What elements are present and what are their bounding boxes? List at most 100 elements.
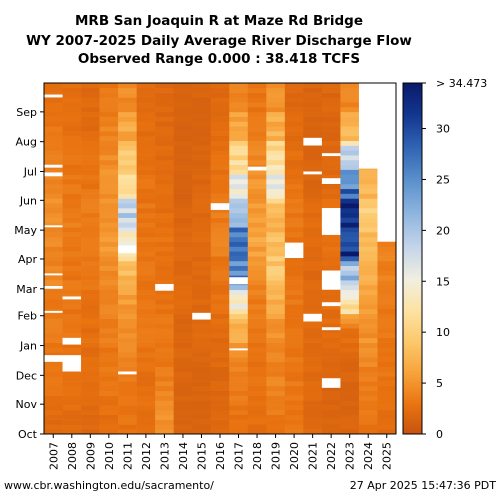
heat-cell xyxy=(173,366,193,372)
heat-cell xyxy=(284,83,304,89)
heat-cell xyxy=(136,111,156,117)
heat-cell xyxy=(358,357,378,363)
heat-cell xyxy=(118,193,137,199)
heat-cell xyxy=(44,347,63,353)
heat-cell xyxy=(340,241,360,247)
heat-cell xyxy=(44,352,63,358)
heat-cell xyxy=(284,236,304,242)
heat-cell xyxy=(118,174,137,180)
heat-cell xyxy=(99,280,119,286)
heat-cell xyxy=(210,92,230,98)
heat-cell xyxy=(155,304,174,310)
heat-cell xyxy=(44,318,63,324)
heat-cell xyxy=(62,131,82,137)
heat-cell xyxy=(62,284,82,291)
heat-cell xyxy=(136,424,156,430)
heat-cell xyxy=(81,357,100,363)
heat-cell xyxy=(358,280,378,286)
heat-cell xyxy=(210,131,230,137)
heat-cell xyxy=(81,361,100,367)
heat-cell xyxy=(118,102,137,108)
heat-cell xyxy=(44,342,63,348)
heat-cell xyxy=(192,251,212,257)
heat-cell xyxy=(210,135,230,141)
heat-cell xyxy=(303,424,323,430)
heat-cell xyxy=(340,256,360,262)
heat-cell xyxy=(210,174,230,180)
heat-cell xyxy=(266,193,286,199)
heat-cell xyxy=(44,256,63,262)
heat-cell xyxy=(136,409,156,416)
heat-cell xyxy=(81,155,100,161)
heat-cell xyxy=(173,236,193,242)
heat-cell xyxy=(192,419,212,425)
y-tick-label: Jul xyxy=(23,165,37,178)
heat-cell xyxy=(340,395,360,401)
heat-cell xyxy=(99,409,119,416)
heat-cell xyxy=(81,193,100,199)
heat-cell xyxy=(44,381,63,387)
heat-cell xyxy=(266,318,286,324)
heat-cell xyxy=(81,126,100,132)
heat-cell xyxy=(155,337,174,343)
heat-cell xyxy=(62,222,82,228)
heat-cell xyxy=(99,390,119,396)
heat-cell xyxy=(99,92,119,98)
heat-cell xyxy=(321,150,341,156)
heat-cell xyxy=(210,179,230,185)
heat-cell xyxy=(173,304,193,310)
heat-cell xyxy=(192,159,212,166)
heat-cell xyxy=(118,222,137,228)
heat-cell xyxy=(136,357,156,363)
heat-cell xyxy=(99,107,119,113)
heat-cell xyxy=(284,169,304,175)
heat-cell xyxy=(210,371,230,377)
heat-cell xyxy=(247,381,267,387)
heat-cell xyxy=(136,361,156,367)
y-tick-label: May xyxy=(14,224,37,237)
heat-cell xyxy=(118,260,137,267)
heat-cell xyxy=(192,256,212,262)
heat-cell xyxy=(155,390,174,396)
heat-cell xyxy=(377,323,397,329)
heat-cell xyxy=(284,284,304,291)
heat-cell xyxy=(210,232,230,238)
heat-cell xyxy=(247,414,267,420)
heat-cell xyxy=(118,131,137,137)
x-tick-label: 2007 xyxy=(47,442,60,470)
heat-cell xyxy=(303,366,323,372)
heatmap-cells xyxy=(44,83,397,435)
heat-cell xyxy=(81,429,100,435)
heat-cell xyxy=(303,121,323,127)
heat-cell xyxy=(340,299,360,305)
heat-cell xyxy=(247,111,267,117)
heat-cell xyxy=(44,414,63,420)
heat-cell xyxy=(266,97,286,103)
heat-cell xyxy=(155,328,174,334)
heat-cell xyxy=(118,198,137,204)
heat-cell xyxy=(210,284,230,291)
heat-cell xyxy=(173,87,193,93)
heat-cell xyxy=(99,342,119,348)
missing-data-cell xyxy=(303,313,323,322)
heat-cell xyxy=(99,236,119,242)
heat-cell xyxy=(210,381,230,387)
heat-cell xyxy=(173,193,193,199)
heat-cell xyxy=(321,352,341,358)
heat-cell xyxy=(377,419,397,425)
heat-cell xyxy=(62,241,82,247)
heat-cell xyxy=(192,92,212,98)
heat-cell xyxy=(321,414,341,420)
heat-cell xyxy=(247,140,267,146)
heat-cell xyxy=(210,318,230,324)
heat-cell xyxy=(136,203,156,209)
heat-cell xyxy=(321,183,341,190)
missing-data-cell xyxy=(44,285,63,289)
heat-cell xyxy=(358,347,378,353)
heat-cell xyxy=(62,155,82,161)
heat-cell xyxy=(266,116,286,122)
heat-cell xyxy=(210,385,230,392)
heat-cell xyxy=(136,198,156,204)
heat-cell xyxy=(303,217,323,223)
heat-cell xyxy=(44,361,63,367)
